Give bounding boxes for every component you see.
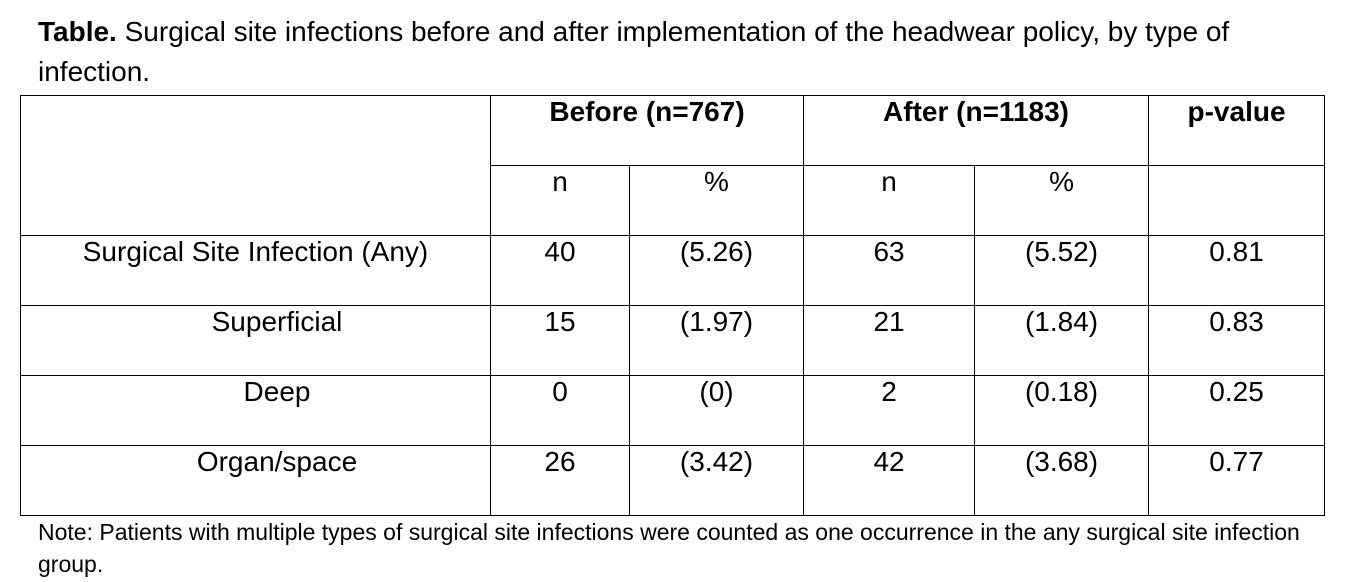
table-row: Organ/space 26 (3.42) 42 (3.68) 0.77 bbox=[20, 445, 1326, 516]
subheader-before-pct: % bbox=[628, 165, 805, 236]
subheader-p-empty bbox=[1148, 165, 1326, 236]
subheader-before-n: n bbox=[490, 165, 630, 236]
table-row: Superficial 15 (1.97) 21 (1.84) 0.83 bbox=[20, 305, 1326, 376]
row-label: Surgical Site Infection (Any) bbox=[20, 235, 491, 306]
cell-after-n: 42 bbox=[803, 445, 976, 516]
cell-after-n: 63 bbox=[803, 235, 976, 306]
header-row-groups: Before (n=767) After (n=1183) p-value bbox=[20, 95, 1326, 236]
cell-after-n: 21 bbox=[803, 305, 976, 376]
cell-after-pct: (5.52) bbox=[974, 235, 1150, 306]
table-caption: Table. Surgical site infections before a… bbox=[38, 12, 1328, 92]
cell-before-n: 26 bbox=[490, 445, 630, 516]
cell-after-pct: (0.18) bbox=[974, 375, 1150, 446]
row-label: Superficial bbox=[20, 305, 491, 376]
cell-p-value: 0.81 bbox=[1148, 235, 1326, 306]
header-corner bbox=[20, 95, 491, 236]
cell-before-n: 40 bbox=[490, 235, 630, 306]
cell-p-value: 0.83 bbox=[1148, 305, 1326, 376]
cell-before-pct: (5.26) bbox=[628, 235, 805, 306]
header-row-sub: n % n % bbox=[21, 165, 1326, 236]
caption-lead: Table. bbox=[38, 16, 117, 47]
cell-after-pct: (3.68) bbox=[974, 445, 1150, 516]
row-label: Organ/space bbox=[20, 445, 491, 516]
subheader-after-n: n bbox=[803, 165, 976, 236]
cell-p-value: 0.77 bbox=[1148, 445, 1326, 516]
cell-before-n: 0 bbox=[490, 375, 630, 446]
header-before: Before (n=767) bbox=[489, 95, 805, 166]
header-after: After (n=1183) bbox=[803, 95, 1150, 166]
table-row: Surgical Site Infection (Any) 40 (5.26) … bbox=[20, 235, 1326, 306]
table-row: Deep 0 (0) 2 (0.18) 0.25 bbox=[20, 375, 1326, 446]
cell-after-pct: (1.84) bbox=[974, 305, 1150, 376]
caption-text: Surgical site infections before and afte… bbox=[38, 16, 1230, 87]
cell-before-pct: (0) bbox=[628, 375, 805, 446]
row-label: Deep bbox=[20, 375, 491, 446]
cell-before-n: 15 bbox=[490, 305, 630, 376]
table-note: Note: Patients with multiple types of su… bbox=[38, 519, 1300, 577]
subheader-after-pct: % bbox=[974, 165, 1150, 236]
infections-table: Before (n=767) After (n=1183) p-value n … bbox=[20, 95, 1326, 516]
cell-p-value: 0.25 bbox=[1148, 375, 1326, 446]
cell-before-pct: (1.97) bbox=[628, 305, 805, 376]
header-p-value: p-value bbox=[1148, 95, 1326, 166]
cell-after-n: 2 bbox=[803, 375, 976, 446]
cell-before-pct: (3.42) bbox=[628, 445, 805, 516]
